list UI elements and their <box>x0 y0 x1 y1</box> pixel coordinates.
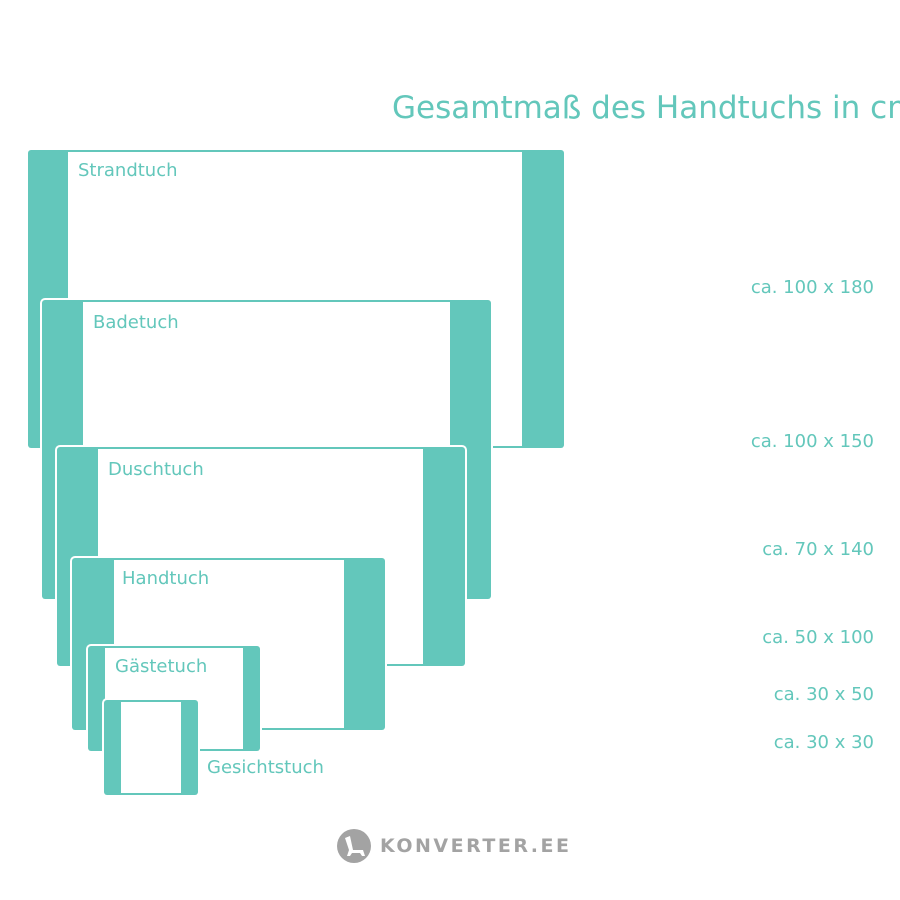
dimension-strandtuch: ca. 100 x 180 <box>750 277 874 298</box>
dimension-duschtuch: ca. 70 x 140 <box>762 539 874 560</box>
chair-icon <box>336 828 374 864</box>
towel-label-handtuch: Handtuch <box>122 568 210 589</box>
dimension-gaestetuch: ca. 30 x 50 <box>773 684 874 705</box>
towel-inner <box>121 702 181 793</box>
dimension-handtuch: ca. 50 x 100 <box>762 627 874 648</box>
diagram-title: Gesamtmaß des Handtuchs in cm <box>392 90 900 126</box>
towel-gesichtstuch <box>104 700 198 795</box>
brand-logo: KONVERTER.EE <box>336 828 571 864</box>
towel-label-strandtuch: Strandtuch <box>78 160 178 181</box>
towel-label-badetuch: Badetuch <box>93 312 179 333</box>
dimension-gesichtstuch: ca. 30 x 30 <box>773 732 874 753</box>
brand-logo-text: KONVERTER.EE <box>380 835 572 857</box>
towel-label-gesichtstuch: Gesichtstuch <box>207 757 324 778</box>
towel-label-gaestetuch: Gästetuch <box>115 656 208 677</box>
towel-label-duschtuch: Duschtuch <box>108 459 204 480</box>
dimension-badetuch: ca. 100 x 150 <box>750 431 874 452</box>
